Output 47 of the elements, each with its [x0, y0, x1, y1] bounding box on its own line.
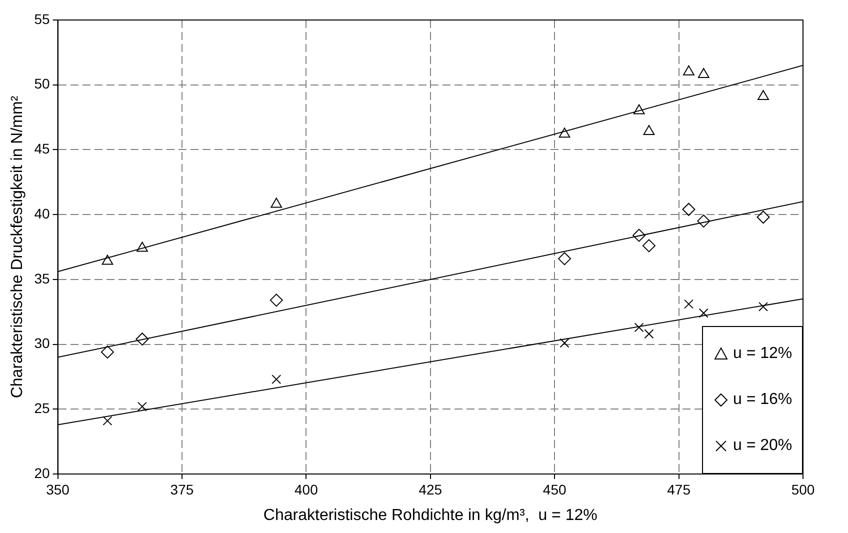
y-tick-label: 45	[34, 140, 50, 157]
x-tick-label: 475	[667, 481, 691, 498]
x-tick-label: 425	[418, 481, 442, 498]
y-axis-title: Charakteristische Druckfestigkeit in N/mm²	[9, 95, 26, 398]
point	[270, 294, 283, 307]
x-tick-label: 375	[170, 481, 194, 498]
x-tick-label: 500	[791, 481, 815, 498]
point	[137, 402, 147, 412]
legend-label: u = 16%	[733, 391, 792, 409]
point	[102, 254, 114, 265]
point	[558, 128, 570, 138]
point	[698, 68, 710, 78]
y-tick-label: 35	[34, 270, 50, 286]
y-tick-label: 50	[34, 76, 50, 92]
point	[136, 242, 148, 252]
x-tick-label: 350	[46, 481, 70, 498]
y-tick-label: 55	[34, 10, 50, 27]
y-tick-label: 40	[34, 205, 50, 222]
point	[100, 346, 114, 359]
point	[697, 214, 710, 228]
point	[642, 239, 656, 252]
y-tick-label: 25	[34, 400, 50, 416]
point	[102, 416, 112, 426]
x-axis-title: Charakteristische Rohdichte in kg/m³, u = 12%	[263, 506, 598, 524]
point	[272, 374, 282, 384]
point	[756, 210, 770, 224]
point	[682, 202, 696, 216]
point	[560, 338, 570, 348]
x-tick-label: 450	[542, 481, 566, 498]
point	[683, 65, 694, 76]
point	[758, 90, 769, 100]
y-tick-label: 20	[34, 464, 50, 481]
point	[643, 125, 655, 136]
point	[684, 299, 694, 309]
point	[270, 198, 282, 208]
point	[758, 302, 768, 312]
legend-label: u = 12%	[733, 345, 792, 363]
point	[633, 104, 645, 114]
x-tick-label: 400	[294, 481, 318, 498]
legend-label: u = 20%	[733, 437, 792, 455]
point	[632, 228, 646, 242]
point	[644, 329, 654, 339]
point	[698, 308, 708, 318]
point	[558, 252, 572, 266]
point	[136, 332, 149, 346]
y-tick-label: 30	[34, 335, 50, 352]
point	[634, 322, 644, 332]
